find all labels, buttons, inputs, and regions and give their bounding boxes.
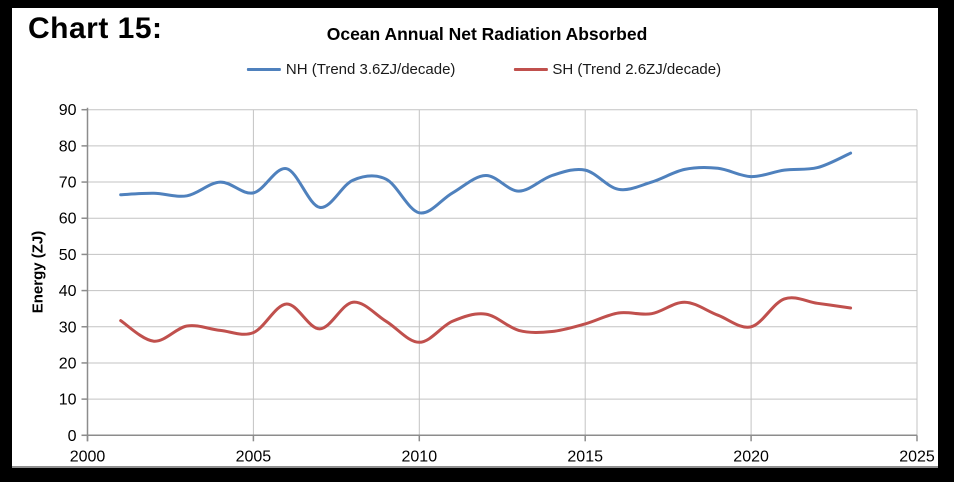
y-tick-label: 70	[59, 175, 77, 192]
x-tick-label: 2025	[899, 448, 935, 465]
x-tick-label: 2005	[236, 448, 272, 465]
chart-number-label: Chart 15:	[28, 12, 163, 45]
sh-series-line	[119, 296, 853, 344]
sh-legend-label: SH (Trend 2.6ZJ/decade)	[552, 61, 722, 78]
y-tick-label: 30	[59, 319, 77, 336]
nh-series-line	[119, 151, 853, 215]
x-tick-label: 2020	[733, 448, 769, 465]
legend-item-nh: NH (Trend 3.6ZJ/decade)	[246, 61, 456, 78]
x-tick-label: 2015	[567, 448, 603, 465]
y-tick-label: 90	[59, 102, 77, 119]
y-tick-label: 50	[59, 247, 77, 264]
y-tick-label: 0	[68, 428, 77, 445]
y-tick-label: 40	[59, 283, 77, 300]
y-tick-label: 60	[59, 211, 77, 228]
x-tick-label: 2000	[70, 448, 106, 465]
chart-title: Ocean Annual Net Radiation Absorbed	[326, 24, 648, 44]
nh-legend-label: NH (Trend 3.6ZJ/decade)	[285, 61, 456, 78]
x-tick-label: 2010	[402, 448, 438, 465]
nh-line-swatch	[246, 68, 281, 71]
legend-item-sh: SH (Trend 2.6ZJ/decade)	[513, 61, 721, 78]
chart-panel	[12, 8, 938, 468]
legend: NH (Trend 3.6ZJ/decade) SH (Trend 2.6ZJ/…	[246, 61, 721, 78]
y-tick-label: 20	[59, 355, 77, 372]
sh-line-swatch	[513, 68, 548, 71]
y-tick-label: 10	[59, 392, 77, 409]
y-tick-label: 80	[59, 138, 77, 155]
